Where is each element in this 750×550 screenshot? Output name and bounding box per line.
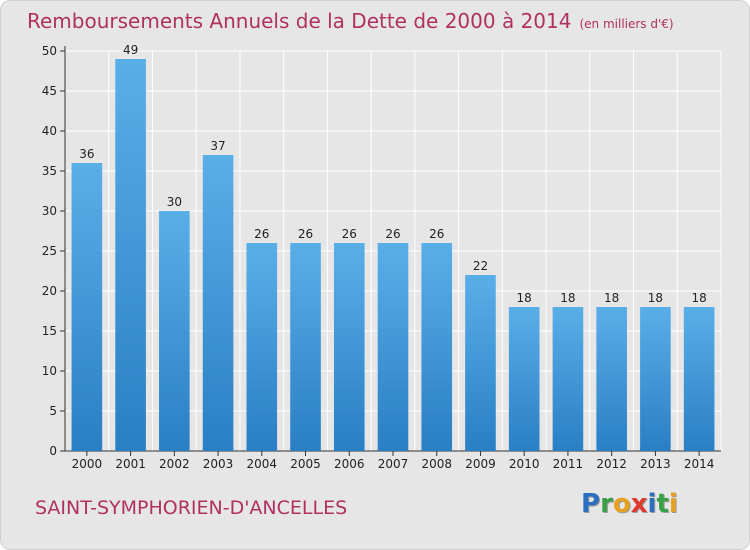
logo-letter-6: i	[668, 489, 678, 519]
value-label-2004: 26	[254, 227, 269, 241]
bar-2013	[640, 307, 671, 451]
value-label-2003: 37	[210, 139, 225, 153]
logo-letter-2: o	[612, 489, 631, 519]
value-label-2011: 18	[560, 291, 575, 305]
value-label-2002: 30	[167, 195, 182, 209]
bar-2004	[246, 243, 278, 451]
bar-2009	[465, 275, 496, 451]
bar-2011	[552, 307, 584, 451]
y-tick-label-6: 30	[42, 204, 57, 218]
logo-letter-0: P	[581, 489, 601, 519]
y-tick-label-9: 45	[42, 84, 57, 98]
x-tick-label-2009: 2009	[465, 457, 496, 471]
value-label-2013: 18	[648, 291, 663, 305]
y-tick-label-7: 35	[42, 164, 57, 178]
city-name: SAINT-SYMPHORIEN-D'ANCELLES	[35, 497, 348, 519]
bar-2005	[290, 243, 321, 451]
axes: 0 5 10 15 20 25 30 35 40 45 50 2000 2001 2002 2003 2004…	[42, 44, 721, 471]
y-tick-label-5: 25	[42, 244, 57, 258]
value-label-2010: 18	[517, 291, 532, 305]
bar-2014	[683, 307, 715, 451]
value-labels: 36 49 30 37 26 26 26 26 26 22 18 18 18 18 18	[79, 43, 707, 305]
x-tick-label-2005: 2005	[290, 457, 321, 471]
x-tick-label-2006: 2006	[334, 457, 365, 471]
y-tick-label-4: 20	[42, 284, 57, 298]
y-tick-label-3: 15	[42, 324, 57, 338]
value-label-2012: 18	[604, 291, 619, 305]
x-tick-label-2001: 2001	[115, 457, 146, 471]
logo-letter-4: i	[647, 489, 657, 519]
logo-letter-3: x	[630, 489, 648, 519]
chart-unit-note: (en milliers d'€)	[579, 17, 674, 31]
y-tick-label-1: 5	[49, 404, 57, 418]
bar-2006	[333, 243, 365, 451]
bar-2001	[115, 59, 146, 451]
bar-2012	[596, 307, 627, 451]
value-label-2008: 26	[429, 227, 444, 241]
value-label-2005: 26	[298, 227, 313, 241]
bars	[71, 59, 715, 451]
bar-2002	[159, 211, 190, 451]
y-tick-label-0: 0	[49, 444, 57, 458]
value-label-2009: 22	[473, 259, 488, 273]
x-tick-label-2004: 2004	[247, 457, 278, 471]
chart-title: Remboursements Annuels de la Dette de 20…	[27, 9, 674, 33]
value-label-2014: 18	[691, 291, 706, 305]
x-tick-label-2013: 2013	[640, 457, 671, 471]
bar-2010	[508, 307, 540, 451]
y-tick-label-8: 40	[42, 124, 57, 138]
value-label-2007: 26	[385, 227, 400, 241]
value-label-2000: 36	[79, 147, 94, 161]
bar-2000	[71, 163, 103, 451]
x-tick-label-2011: 2011	[553, 457, 584, 471]
logo-letter-1: r	[600, 489, 613, 519]
value-label-2001: 49	[123, 43, 138, 57]
bar-2007	[377, 243, 409, 451]
x-tick-label-2003: 2003	[203, 457, 234, 471]
x-tick-label-2000: 2000	[72, 457, 103, 471]
x-tick-label-2002: 2002	[159, 457, 190, 471]
x-tick-label-2008: 2008	[421, 457, 452, 471]
proxiti-logo[interactable]: Proxiti	[581, 489, 678, 519]
x-tick-label-2007: 2007	[378, 457, 409, 471]
bar-2008	[421, 243, 453, 451]
x-tick-label-2012: 2012	[596, 457, 627, 471]
y-tick-label-2: 10	[42, 364, 57, 378]
logo-letter-5: t	[656, 489, 669, 519]
value-label-2006: 26	[342, 227, 357, 241]
bar-2003	[202, 155, 234, 451]
x-tick-label-2014: 2014	[684, 457, 715, 471]
chart-title-text: Remboursements Annuels de la Dette de 20…	[27, 9, 572, 33]
y-tick-label-10: 50	[42, 44, 57, 58]
x-tick-label-2010: 2010	[509, 457, 540, 471]
